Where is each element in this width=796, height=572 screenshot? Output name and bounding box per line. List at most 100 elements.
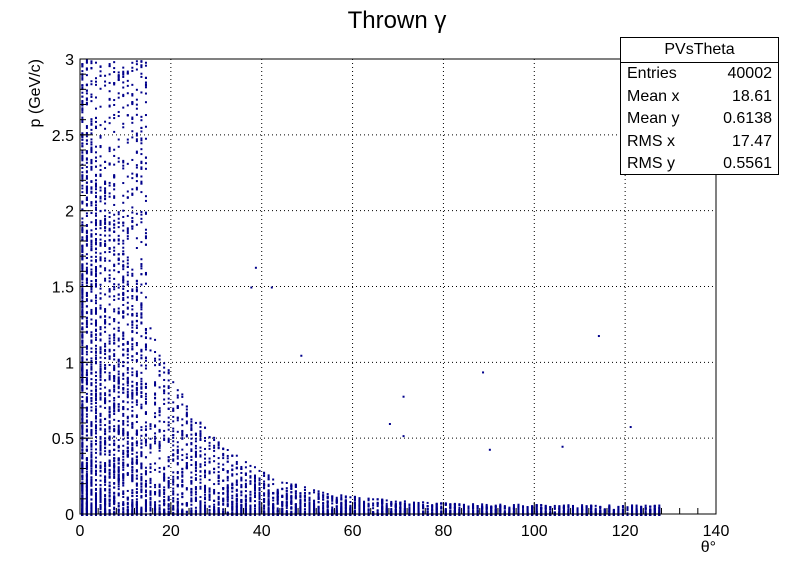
data-point	[99, 356, 102, 359]
data-point	[181, 495, 184, 498]
data-point	[81, 208, 84, 211]
data-point	[204, 484, 207, 487]
data-point	[113, 506, 116, 509]
data-point	[190, 481, 193, 484]
data-point	[154, 491, 157, 494]
data-point	[94, 460, 97, 463]
data-point	[122, 455, 125, 458]
data-point	[190, 509, 193, 512]
data-point	[244, 494, 247, 497]
data-point	[140, 491, 143, 494]
data-point	[131, 507, 134, 510]
data-point	[372, 510, 375, 513]
data-point	[94, 351, 97, 354]
data-point	[176, 483, 179, 486]
data-point	[372, 498, 375, 501]
data-point	[517, 505, 520, 508]
data-point	[272, 499, 275, 502]
data-point	[558, 505, 561, 508]
data-point	[381, 499, 384, 502]
data-point	[108, 303, 111, 306]
data-point	[144, 472, 147, 475]
data-point	[81, 174, 84, 177]
data-point	[217, 511, 220, 514]
data-point	[176, 445, 179, 448]
data-point	[85, 466, 88, 469]
data-point	[81, 84, 84, 87]
data-point	[176, 505, 179, 508]
data-point	[117, 471, 120, 474]
data-point	[81, 344, 84, 347]
data-point	[108, 234, 111, 237]
data-point	[444, 509, 447, 512]
data-point	[122, 479, 125, 482]
data-point	[117, 492, 120, 495]
data-point	[281, 481, 284, 484]
data-point	[512, 511, 515, 514]
data-point	[81, 111, 84, 114]
data-point	[213, 444, 216, 447]
data-point	[231, 484, 234, 487]
data-point	[494, 510, 497, 513]
data-point	[190, 482, 193, 485]
data-point	[104, 392, 107, 395]
data-point	[190, 511, 193, 514]
data-point	[449, 506, 452, 509]
data-point	[253, 475, 256, 478]
data-point	[104, 367, 107, 370]
data-point	[140, 462, 143, 465]
data-point	[649, 508, 652, 511]
data-point	[158, 363, 161, 366]
data-point	[135, 458, 138, 461]
data-point	[108, 269, 111, 272]
data-point	[85, 387, 88, 390]
data-point	[163, 493, 166, 496]
data-point	[358, 508, 361, 511]
data-point	[126, 508, 129, 511]
data-point	[85, 98, 88, 101]
data-point	[263, 480, 266, 483]
data-point	[244, 507, 247, 510]
data-point	[81, 442, 84, 445]
data-point	[167, 439, 170, 442]
data-point	[308, 513, 311, 516]
data-point	[172, 492, 175, 495]
data-point	[285, 509, 288, 512]
data-point	[81, 374, 84, 377]
data-point	[653, 505, 656, 508]
data-point	[85, 272, 88, 275]
data-point	[244, 473, 247, 476]
data-point	[81, 221, 84, 224]
data-point	[144, 398, 147, 401]
data-point	[172, 407, 175, 410]
data-point	[299, 496, 302, 499]
data-point	[167, 497, 170, 500]
data-point	[621, 509, 624, 512]
data-point	[149, 471, 152, 474]
data-point	[226, 470, 229, 473]
data-point	[131, 380, 134, 383]
data-point	[94, 509, 97, 512]
data-point	[472, 512, 475, 515]
data-point	[244, 472, 247, 475]
data-point	[281, 507, 284, 510]
data-point	[108, 451, 111, 454]
data-point	[108, 425, 111, 428]
data-point	[90, 488, 93, 491]
data-point	[267, 495, 270, 498]
data-point	[90, 483, 93, 486]
data-point	[85, 363, 88, 366]
data-point	[81, 107, 84, 110]
data-point	[281, 496, 284, 499]
data-point	[535, 504, 538, 507]
data-point	[204, 487, 207, 490]
data-point	[190, 500, 193, 503]
data-point	[562, 510, 565, 513]
data-point	[372, 507, 375, 510]
data-point	[122, 513, 125, 516]
data-point	[326, 497, 329, 500]
data-point	[90, 498, 93, 501]
data-point	[258, 497, 261, 500]
data-point	[403, 509, 406, 512]
